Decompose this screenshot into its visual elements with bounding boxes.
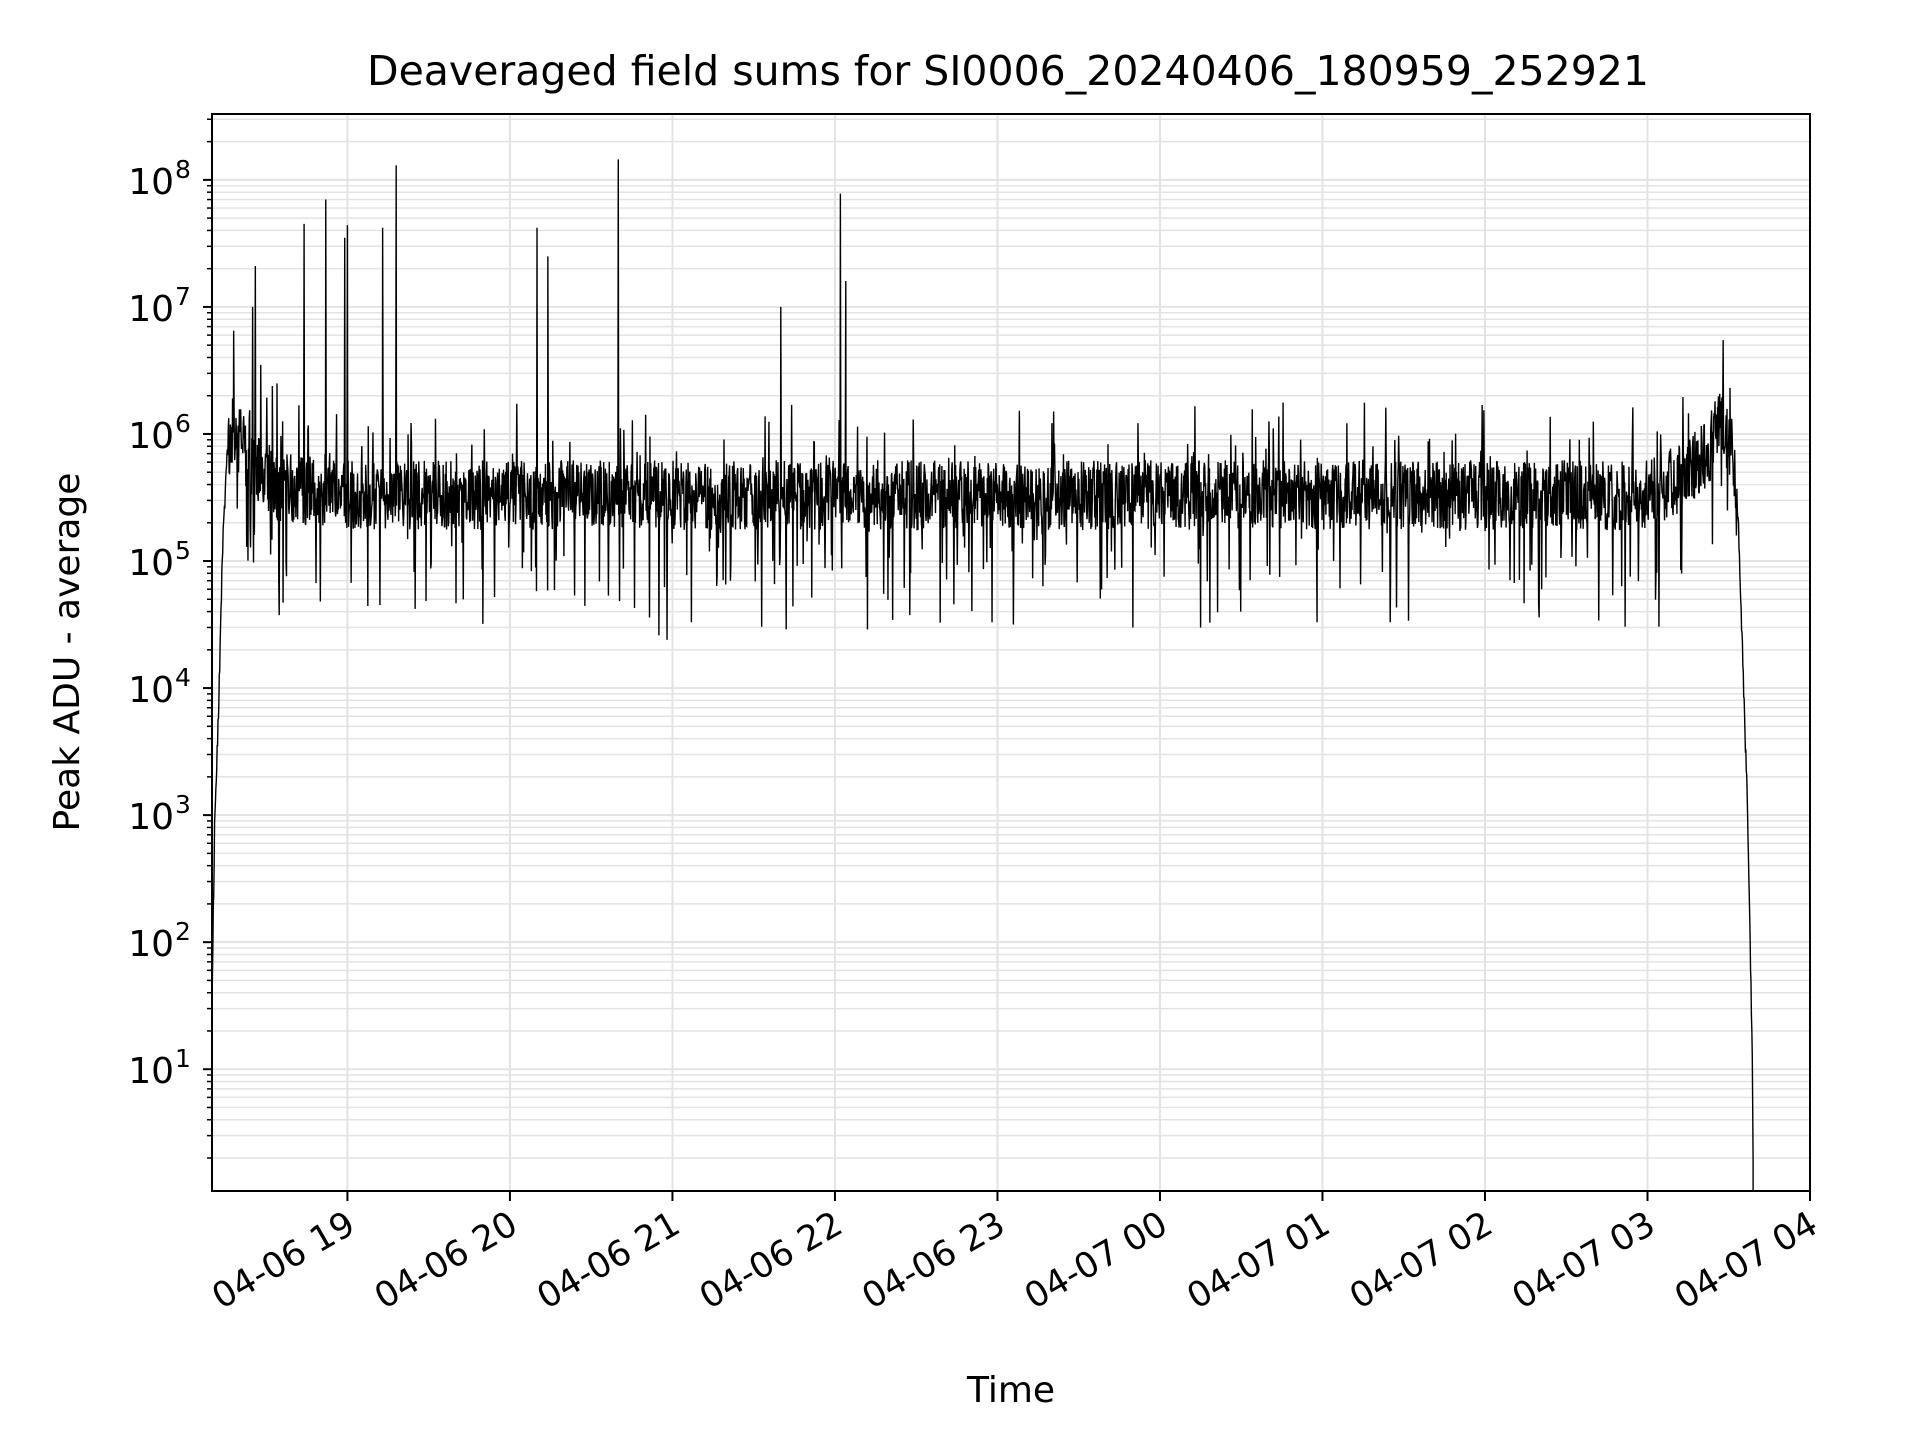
plot-frame bbox=[211, 113, 1811, 1192]
major-gridlines bbox=[212, 114, 1810, 1191]
y-tick-exponent: 6 bbox=[175, 409, 191, 438]
y-tick-label: 10 bbox=[128, 670, 174, 711]
series-line-peak-adu bbox=[212, 159, 1754, 1191]
y-tick-exponent: 1 bbox=[175, 1044, 191, 1073]
y-tick-exponent: 4 bbox=[175, 663, 191, 692]
y-tick-exponent: 3 bbox=[175, 790, 191, 819]
y-tick-label: 10 bbox=[128, 543, 174, 584]
y-tick-exponent: 5 bbox=[175, 536, 191, 565]
y-tick-exponent: 2 bbox=[175, 917, 191, 946]
y-tick-label: 10 bbox=[128, 1051, 174, 1092]
y-tick-label: 10 bbox=[128, 797, 174, 838]
chart-title: Deaveraged field sums for SI0006_2024040… bbox=[367, 47, 1649, 95]
y-tick-exponent: 7 bbox=[175, 282, 191, 311]
y-tick-label: 10 bbox=[128, 162, 174, 203]
y-axis-label: Peak ADU - average bbox=[47, 473, 88, 832]
x-axis-label: Time bbox=[966, 1370, 1055, 1411]
y-tick-label: 10 bbox=[128, 924, 174, 965]
y-tick-label: 10 bbox=[128, 416, 174, 457]
y-tick-exponent: 8 bbox=[175, 155, 191, 184]
y-tick-label: 10 bbox=[128, 289, 174, 330]
